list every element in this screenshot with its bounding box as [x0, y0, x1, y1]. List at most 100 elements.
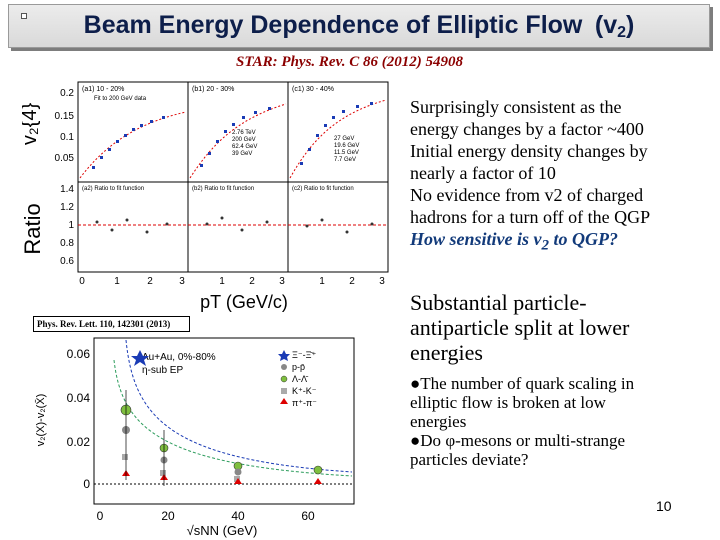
legend-item: π⁺-π⁻ [292, 398, 317, 408]
bottom-data-points [120, 350, 323, 486]
annotation-eta-sub: η-sub EP [142, 365, 183, 376]
panel-label-a1: (a1) 10 - 20% [82, 86, 124, 93]
xticks-a: 0 1 2 3 1 2 3 1 2 3 [79, 276, 385, 287]
legend-c-item: 19.6 GeV [334, 143, 359, 149]
fit-curve-c [289, 99, 387, 179]
ytick-top: 0.1 [60, 132, 74, 143]
title-main: Beam Energy Dependence of Elliptic Flow [83, 11, 583, 39]
question-suffix: to QGP? [549, 229, 619, 249]
xtick: 1 [114, 276, 120, 287]
bottom-ylabel: Ratio [22, 203, 45, 254]
fit-curve-xi [125, 339, 353, 473]
top-xlabel: pT (GeV/c) [200, 292, 288, 312]
ytick: 0.06 [67, 347, 91, 361]
panel-c1-frame [287, 81, 389, 183]
xtick: 40 [231, 509, 245, 523]
ytick-top: 0.05 [55, 153, 75, 164]
question-sub: 2 [541, 237, 550, 254]
legend-item: Λ-Λ̄ [292, 374, 309, 384]
title-symbol: (v [594, 11, 618, 39]
phi-symbol: φ [445, 431, 456, 450]
ytick-bottom: 0.8 [60, 238, 74, 249]
bottom-xticks: 0 20 40 60 [97, 509, 315, 523]
panel-label-c1: (c1) 30 - 40% [292, 86, 334, 93]
bottom-fig-ylabel: v₂(X)-v₂(X̄) [34, 394, 47, 447]
top-figure: v₂{4} Ratio 0.2 0.15 0.1 0.05 1.4 1.2 1 … [22, 81, 389, 312]
text-line: energies [410, 340, 483, 365]
bullet-dot-icon: ● [410, 431, 421, 450]
bullet-text: particles deviate? [410, 450, 529, 469]
data-markers-c [300, 102, 373, 165]
legend-item: Ξ⁻-Ξ̄⁺ [292, 350, 316, 360]
ytick-bottom: 1.2 [60, 202, 74, 213]
xtick: 2 [147, 276, 153, 287]
reference-box: Phys. Rev. Lett. 110, 142301 (2013) [33, 316, 190, 332]
xtick: 2 [349, 276, 355, 287]
question-line: How sensitive is v2 to QGP? [410, 228, 650, 257]
xtick: 0 [97, 509, 104, 523]
ytick-bottom: 1.4 [60, 184, 74, 195]
xtick: 3 [179, 276, 185, 287]
bullet-text: Do [420, 431, 446, 450]
question-prefix: How sensitive is v [410, 229, 542, 249]
text-line: energy changes by a factor ~400 [410, 119, 644, 139]
slide-title: Beam Energy Dependence of Elliptic Flow … [9, 11, 709, 42]
bullet-text: elliptic flow is broken at low [410, 393, 606, 412]
text-line: Substantial particle- [410, 290, 587, 315]
legend-c-item: 7.7 GeV [334, 157, 356, 163]
xtick: 3 [379, 276, 385, 287]
legend-item: K⁺-K⁻ [292, 386, 317, 396]
legend-b-item: 200 GeV [232, 137, 256, 143]
panel-label-c2: (c2) Ratio to fit function [292, 186, 354, 192]
legend-a: Fit to 200 GeV data [94, 96, 147, 102]
slide-number: 10 [656, 498, 672, 514]
legend-b-item: 62.4 GeV [232, 144, 257, 150]
bottom-plot-frame [93, 337, 355, 505]
xtick: 1 [319, 276, 325, 287]
panel-c2-frame [287, 181, 389, 273]
title-close: ) [626, 11, 635, 39]
legend-c: 27 GeV 19.6 GeV 11.5 GeV 7.7 GeV [334, 136, 359, 163]
xtick: 3 [279, 276, 285, 287]
bottom-figure: v₂(X)-v₂(X̄) 0.06 0.04 0.02 0 0 20 40 60… [34, 337, 355, 538]
panel-b2-frame [187, 181, 289, 273]
text-line: Initial energy density changes by [410, 141, 648, 161]
bullet-list: ●The number of quark scaling in elliptic… [410, 374, 634, 469]
title-sub: 2 [617, 24, 627, 41]
bullet-item-1: ●The number of quark scaling in [410, 374, 634, 393]
bullet-item-2: ●Do φ-mesons or multi-strange [410, 431, 634, 450]
legend-c-item: 11.5 GeV [334, 150, 359, 156]
text-line: antiparticle split at lower [410, 315, 630, 340]
text-block-1: Surprisingly consistent as the energy ch… [410, 96, 650, 257]
text-line: hadrons for a turn off of the QGP [410, 207, 651, 227]
annotation-au-au: Au+Au, 0%-80% [142, 352, 216, 363]
bullet-text: energies [410, 412, 467, 431]
xtick: 2 [249, 276, 255, 287]
fit-curve-b [189, 103, 287, 179]
legend-item: p-p̄ [292, 362, 305, 372]
legend-b-item: 39 GeV [232, 151, 252, 157]
xtick: 1 [219, 276, 225, 287]
ytick: 0 [83, 477, 90, 491]
xtick: 20 [161, 509, 175, 523]
xtick: 0 [79, 276, 85, 287]
fit-curve-a [79, 111, 187, 179]
legend-c-item: 27 GeV [334, 136, 354, 142]
bullet-text: -mesons or multi-strange [455, 431, 626, 450]
citation: STAR: Phys. Rev. C 86 (2012) 54908 [236, 54, 463, 70]
xtick: 60 [301, 509, 315, 523]
ytick-bottom: 0.6 [60, 256, 74, 267]
bullet-dot-icon: ● [410, 374, 421, 393]
text-line: nearly a factor of 10 [410, 163, 556, 183]
legend-b: 2.76 TeV 200 GeV 62.4 GeV 39 GeV [232, 130, 257, 157]
title-bar: Beam Energy Dependence of Elliptic Flow … [8, 4, 710, 48]
ytick-top: 0.15 [55, 111, 75, 122]
ytick: 0.02 [67, 435, 91, 449]
ytick: 0.04 [67, 391, 91, 405]
top-ylabel: v₂{4} [22, 103, 41, 146]
bottom-legend: Ξ⁻-Ξ̄⁺ p-p̄ Λ-Λ̄ K⁺-K⁻ π⁺-π⁻ [292, 350, 317, 408]
bullet-text: The number of quark scaling in [420, 374, 635, 393]
legend-markers [278, 350, 290, 404]
ytick-top: 0.2 [60, 88, 74, 99]
corner-marker [21, 13, 27, 19]
